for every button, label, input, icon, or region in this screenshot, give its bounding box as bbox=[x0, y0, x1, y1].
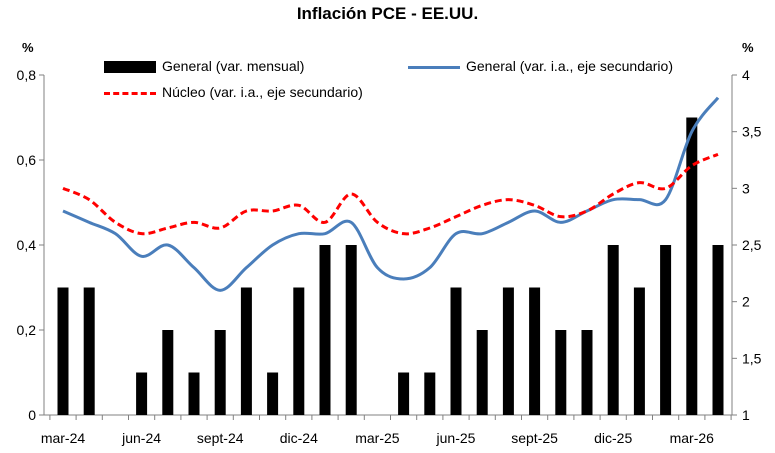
x-tick-label: sept-25 bbox=[511, 430, 558, 446]
bar-monthly bbox=[83, 287, 95, 415]
legend-bar-swatch bbox=[104, 61, 156, 74]
bar-monthly bbox=[529, 287, 541, 415]
left-tick-label: 0,6 bbox=[17, 152, 37, 168]
x-tick-label: jun-25 bbox=[436, 430, 476, 446]
bar-monthly bbox=[293, 287, 305, 415]
bar-monthly bbox=[345, 245, 357, 415]
right-tick-label: 4 bbox=[742, 67, 750, 83]
left-axis-unit: % bbox=[22, 40, 34, 55]
right-tick-label: 2,5 bbox=[742, 237, 762, 253]
bar-monthly bbox=[450, 287, 462, 415]
right-axis-unit: % bbox=[742, 40, 754, 55]
x-tick-label: sept-24 bbox=[197, 430, 244, 446]
x-tick-label: mar-26 bbox=[670, 430, 715, 446]
bar-monthly bbox=[555, 330, 567, 415]
line-headline-yoy bbox=[62, 96, 720, 292]
bar-monthly bbox=[660, 245, 672, 415]
legend-dash-swatch bbox=[104, 91, 156, 95]
bar-monthly bbox=[319, 245, 331, 415]
x-tick-label: mar-25 bbox=[355, 430, 400, 446]
legend-monthly-label: General (var. mensual) bbox=[162, 58, 305, 74]
bar-monthly bbox=[581, 330, 593, 415]
right-tick-label: 1 bbox=[742, 407, 750, 423]
bar-monthly bbox=[188, 372, 200, 415]
bar-monthly bbox=[476, 330, 488, 415]
bar-monthly bbox=[214, 330, 226, 415]
bar-monthly bbox=[267, 372, 279, 415]
legend-core-label: Núcleo (var. i.a., eje secundario) bbox=[162, 84, 363, 100]
left-tick-label: 0,2 bbox=[17, 322, 37, 338]
bar-monthly bbox=[424, 372, 436, 415]
left-tick-label: 0,4 bbox=[17, 237, 37, 253]
bar-monthly bbox=[607, 245, 619, 415]
legend-headline-label: General (var. i.a., eje secundario) bbox=[466, 58, 673, 74]
x-tick-label: jun-24 bbox=[121, 430, 161, 446]
bar-monthly bbox=[57, 287, 69, 415]
right-tick-label: 2 bbox=[742, 294, 750, 310]
right-tick-label: 3 bbox=[742, 180, 750, 196]
legend-line-swatch bbox=[408, 65, 460, 69]
legend-core: Núcleo (var. i.a., eje secundario) bbox=[104, 84, 363, 100]
bar-monthly bbox=[136, 372, 148, 415]
left-tick-label: 0 bbox=[28, 407, 36, 423]
bar-monthly bbox=[633, 287, 645, 415]
bar-monthly bbox=[240, 287, 252, 415]
bar-monthly bbox=[686, 117, 698, 415]
right-tick-label: 3,5 bbox=[742, 124, 762, 140]
bar-monthly bbox=[712, 245, 724, 415]
x-tick-label: dic-24 bbox=[280, 430, 318, 446]
bar-monthly bbox=[398, 372, 410, 415]
bar-monthly bbox=[502, 287, 514, 415]
bar-monthly bbox=[162, 330, 174, 415]
right-tick-label: 1,5 bbox=[742, 350, 762, 366]
legend-monthly: General (var. mensual) bbox=[104, 58, 304, 74]
line-core-yoy bbox=[62, 152, 719, 236]
left-tick-label: 0,8 bbox=[17, 67, 37, 83]
x-tick-label: dic-25 bbox=[594, 430, 632, 446]
x-tick-label: mar-24 bbox=[41, 430, 86, 446]
legend-headline: General (var. i.a., eje secundario) bbox=[408, 58, 673, 74]
chart-title: Inflación PCE - EE.UU. bbox=[296, 4, 479, 23]
